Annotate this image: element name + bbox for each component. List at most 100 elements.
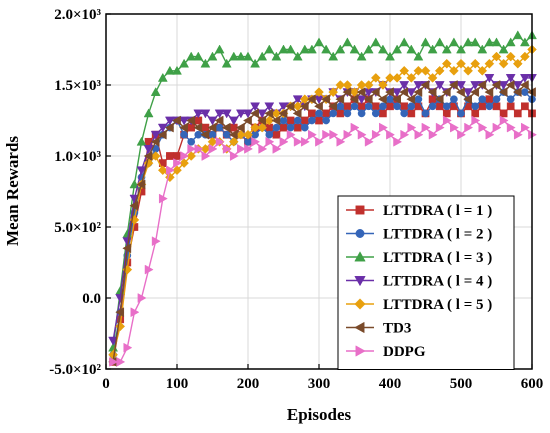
data-point [306,94,316,105]
y-tick-label: 1.0×10³ [54,149,101,165]
data-point [164,65,175,75]
data-point [484,58,495,69]
data-point [512,81,523,91]
data-point [470,81,481,91]
data-point [512,30,523,40]
data-point [313,101,323,112]
data-point [180,151,190,161]
data-point [406,94,416,105]
data-point [448,80,458,90]
data-point [400,129,410,140]
data-point [399,81,410,91]
data-point [414,95,423,104]
data-point [222,143,232,154]
data-point [292,51,303,61]
data-point [187,137,196,146]
data-point [456,58,466,69]
data-point [292,108,302,119]
data-point [300,136,310,147]
data-point [357,129,367,140]
data-point [214,109,225,119]
data-point [258,143,268,154]
data-point [293,123,302,132]
data-point [279,123,288,132]
data-point [278,102,289,112]
data-point [164,122,174,133]
data-point [150,130,161,140]
data-point [257,115,267,126]
data-point [221,58,232,68]
data-point [442,109,451,118]
series-3 [108,30,537,352]
legend-entry: LTTDRA ( l = 2 ) [346,227,492,243]
data-point [364,136,374,147]
data-point [413,87,423,98]
series-6 [108,80,536,367]
data-point [115,307,125,318]
data-point [356,95,367,105]
data-point [386,129,396,140]
data-point [235,122,245,133]
data-point [478,122,488,133]
data-point [308,129,317,140]
data-point [237,143,246,154]
data-point [356,51,367,61]
data-point [505,74,516,83]
data-point [392,88,403,98]
data-point [521,102,529,111]
data-point [406,88,417,98]
data-point [384,87,394,98]
data-point [506,95,515,104]
data-point [413,81,424,91]
data-point [498,81,509,91]
data-point [123,342,133,353]
data-point [271,115,281,126]
data-point [200,109,211,119]
data-point [463,88,474,98]
data-point [343,109,352,118]
data-point [300,123,309,132]
data-point [173,152,181,160]
data-point [343,102,352,111]
data-point [363,44,374,54]
data-point [407,109,416,118]
data-point [505,51,516,62]
y-tick-label: 5.0×10² [54,220,101,236]
data-point [370,87,380,98]
data-point [244,143,254,154]
data-point [377,94,387,105]
data-point [414,129,424,140]
legend-swatch-marker [354,251,366,262]
data-point [186,115,196,126]
data-point [214,115,224,126]
data-point [506,102,515,111]
data-point [214,44,225,54]
data-point [179,158,189,168]
data-point [456,81,466,91]
legend-swatch-marker [354,276,366,287]
data-point [157,129,167,140]
data-point [293,136,303,147]
data-point [519,80,529,90]
data-point [441,44,452,54]
data-point [505,37,516,47]
data-point [392,94,401,105]
data-point [157,123,168,133]
data-point [512,58,523,69]
data-point [229,151,239,161]
data-point [299,44,310,54]
data-point [194,143,204,154]
data-point [448,37,459,47]
x-tick-label: 300 [308,376,331,392]
data-point [264,115,275,126]
data-point [285,44,296,54]
data-point [513,109,522,118]
data-point [521,122,530,133]
data-point [308,116,316,125]
data-point [144,264,154,275]
legend-label: TD3 [383,321,411,337]
data-point [108,336,119,346]
data-point [485,129,495,140]
data-point [322,129,332,140]
